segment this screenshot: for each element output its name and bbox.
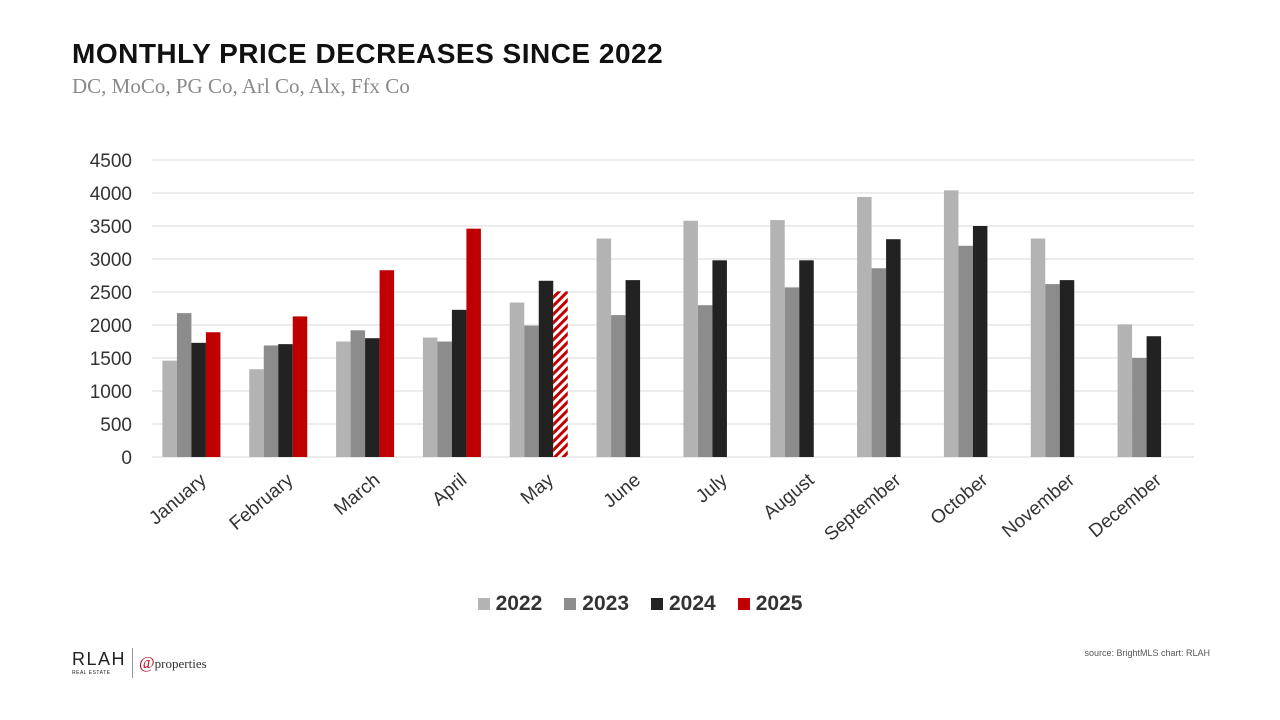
logo-divider <box>132 648 134 678</box>
bar-november-2022 <box>1030 238 1046 457</box>
bar-chart: 0 500 1000 1500 2000 2500 3000 3500 4000 4500 Jan… <box>90 151 1194 546</box>
bar-january-2023 <box>176 313 192 457</box>
logo-subtext: REAL ESTATE <box>72 670 111 676</box>
bar-august-2022 <box>770 220 785 457</box>
logo-text: RLAH <box>72 649 127 669</box>
bar-february-2025 <box>292 316 308 457</box>
y-tick-label: 1000 <box>90 382 132 403</box>
properties-at-mark: @ <box>139 653 155 672</box>
bar-january-2022 <box>162 360 177 457</box>
bar-april-2024 <box>451 309 467 457</box>
bar-december-2022 <box>1117 324 1133 457</box>
x-tick-label: March <box>330 470 384 520</box>
x-tick-label: July <box>692 469 732 507</box>
chart-title: MONTHLY PRICE DECREASES SINCE 2022 <box>72 38 664 69</box>
properties-text: properties <box>154 656 207 671</box>
y-tick-label: 0 <box>121 448 132 469</box>
bar-may-2025 <box>553 291 568 457</box>
bar-july-2023 <box>697 305 713 457</box>
source-note: source: BrightMLS chart: RLAH <box>1084 648 1210 658</box>
bar-december-2023 <box>1132 358 1147 457</box>
x-tick-label: May <box>517 469 558 508</box>
y-tick-label: 3500 <box>90 217 132 238</box>
y-tick-label: 2500 <box>90 283 132 304</box>
y-tick-label: 500 <box>100 415 132 436</box>
x-tick-label: December <box>1085 469 1166 542</box>
bar-august-2024 <box>799 260 814 457</box>
bars <box>162 190 1162 458</box>
bar-january-2024 <box>191 342 206 457</box>
y-tick-label: 4500 <box>90 151 132 172</box>
x-tick-label: January <box>145 469 211 529</box>
legend-item-2022: 2022 <box>477 592 543 616</box>
x-tick-label: June <box>600 470 645 513</box>
bar-may-2022 <box>509 302 525 457</box>
y-tick-label: 1500 <box>90 349 132 370</box>
properties-logo: @properties <box>139 653 207 673</box>
bar-june-2024 <box>625 280 641 457</box>
legend-label: 2025 <box>755 592 803 615</box>
legend-swatch <box>477 598 490 610</box>
legend-item-2024: 2024 <box>651 592 716 616</box>
bar-november-2023 <box>1045 284 1060 457</box>
bar-march-2022 <box>336 341 351 457</box>
bar-march-2024 <box>365 338 380 457</box>
y-tick-label: 2000 <box>90 316 132 337</box>
y-axis-tick-labels: 0 500 1000 1500 2000 2500 3000 3500 4000 4500 <box>90 151 132 469</box>
bar-june-2023 <box>611 315 626 457</box>
bar-october-2022 <box>943 190 959 458</box>
legend-item-2023: 2023 <box>564 592 629 616</box>
bar-november-2024 <box>1059 280 1075 457</box>
bar-february-2024 <box>278 344 293 457</box>
bar-january-2025 <box>205 332 221 457</box>
bar-july-2022 <box>683 220 698 457</box>
bar-february-2022 <box>249 369 264 457</box>
legend: 2022 2023 2024 2025 <box>0 592 1280 616</box>
bar-september-2024 <box>886 239 901 457</box>
legend-swatch <box>737 598 750 610</box>
x-axis-tick-labels: January February March April May June July Augu… <box>145 469 1166 545</box>
x-tick-label: February <box>226 469 298 534</box>
bar-april-2023 <box>437 341 452 457</box>
bar-june-2022 <box>596 238 612 457</box>
x-tick-label: September <box>821 469 906 545</box>
legend-swatch <box>651 598 663 610</box>
y-tick-label: 4000 <box>90 184 132 205</box>
x-tick-label: April <box>429 470 472 511</box>
bar-march-2023 <box>350 330 366 457</box>
legend-item-2025: 2025 <box>737 592 803 616</box>
bar-december-2024 <box>1146 336 1162 457</box>
bar-march-2025 <box>379 270 395 457</box>
gridlines <box>152 159 1194 458</box>
legend-label: 2024 <box>669 592 716 615</box>
rlah-logo: RLAH REAL ESTATE <box>72 650 126 676</box>
chart-subtitle: DC, MoCo, PG Co, Arl Co, Alx, Ffx Co <box>72 74 410 98</box>
x-tick-label: October <box>927 469 993 529</box>
bar-may-2024 <box>538 280 554 457</box>
legend-label: 2023 <box>582 592 629 615</box>
x-tick-label: November <box>998 469 1079 542</box>
bar-april-2022 <box>422 337 438 457</box>
bar-april-2025 <box>466 228 481 457</box>
bar-september-2023 <box>871 268 887 457</box>
bar-february-2023 <box>263 345 279 457</box>
rlah-properties-logo: RLAH REAL ESTATE @properties <box>72 648 207 678</box>
bar-august-2023 <box>784 287 800 457</box>
bar-september-2022 <box>857 196 872 457</box>
bar-october-2023 <box>958 245 973 457</box>
bar-may-2023 <box>524 325 539 457</box>
x-tick-label: August <box>760 469 819 524</box>
bar-july-2024 <box>712 260 727 457</box>
legend-swatch <box>564 598 577 610</box>
y-tick-label: 3000 <box>90 250 132 271</box>
bar-october-2024 <box>972 226 988 457</box>
legend-label: 2022 <box>495 592 543 615</box>
